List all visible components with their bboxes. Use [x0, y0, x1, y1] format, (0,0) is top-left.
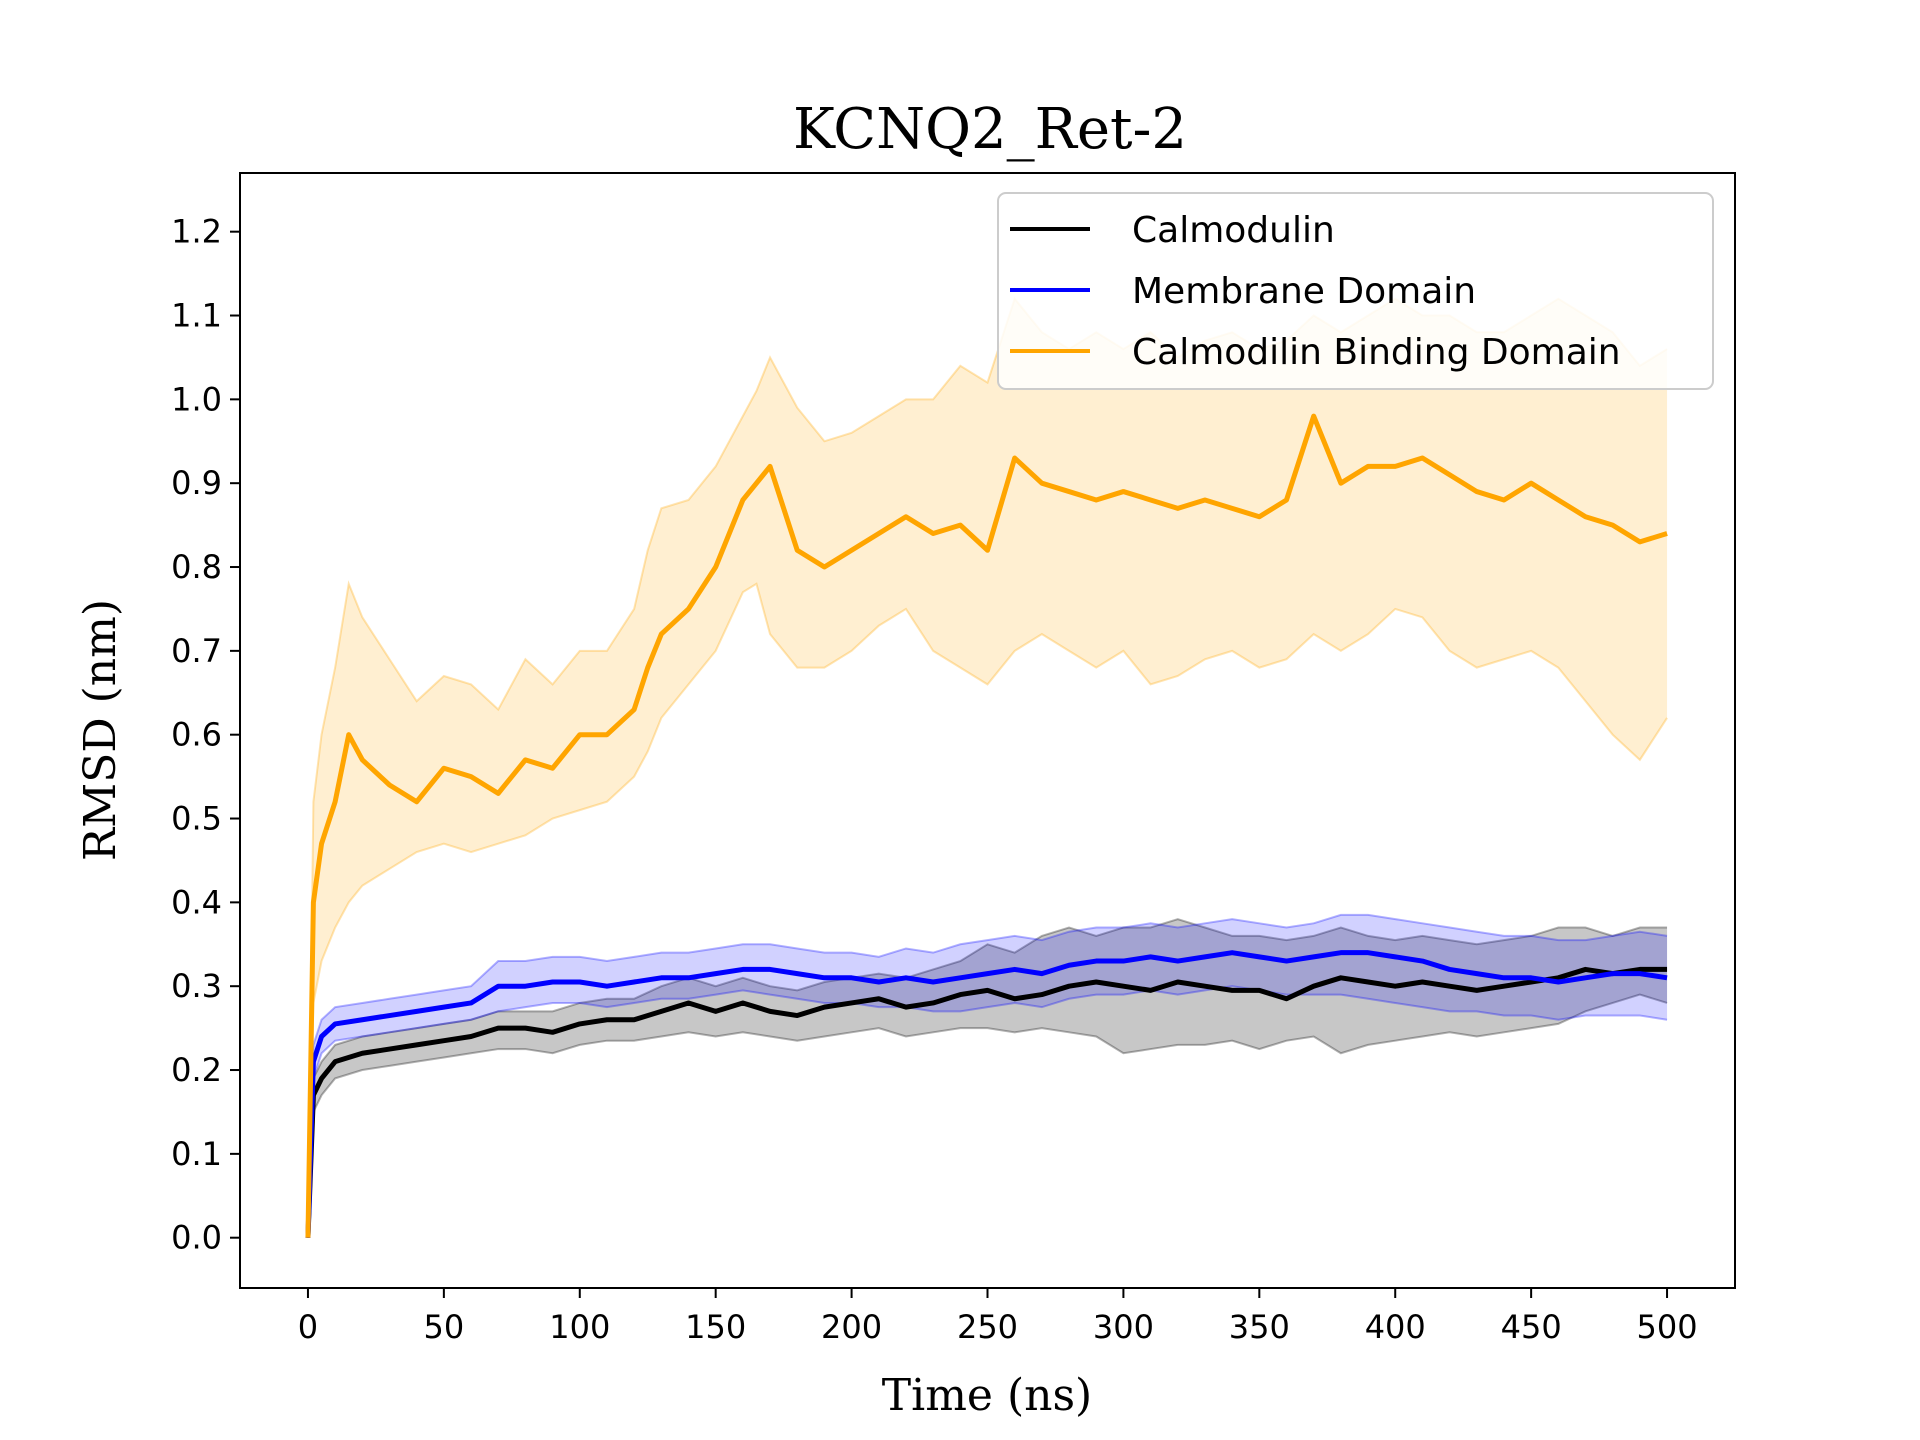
band-upper-membrane-domain [306, 913, 1668, 1238]
y-tick-label: 0.6 [171, 716, 222, 754]
x-tick-label: 50 [424, 1308, 465, 1346]
legend-box [997, 192, 1714, 390]
legend: Calmodulin Membrane Domain Calmodilin Bi… [997, 192, 1714, 390]
y-tick-label: 0.1 [171, 1135, 222, 1173]
band-upper-calmodulin [306, 918, 1668, 1238]
series-line-calmodilin-binding-domain [305, 413, 1668, 1238]
band-calmodulin [307, 919, 1668, 1238]
x-axis-label: Time (ns) [882, 1370, 1092, 1421]
x-axis-ticks: 0 50 100 150 200 250 300 350 400 450 500 [298, 1288, 1698, 1346]
y-tick-label: 1.0 [171, 380, 222, 418]
legend-label-calmodilin-binding-domain: Calmodilin Binding Domain [1132, 332, 1621, 373]
legend-label-calmodulin: Calmodulin [1132, 210, 1335, 251]
y-tick-label: 0.0 [171, 1219, 222, 1257]
series-lines [305, 413, 1668, 1238]
y-tick-label: 0.5 [171, 800, 222, 838]
x-tick-label: 350 [1229, 1308, 1290, 1346]
band-calmodilin-binding-domain [307, 298, 1668, 1238]
x-tick-label: 250 [957, 1308, 1018, 1346]
x-tick-label: 400 [1365, 1308, 1426, 1346]
x-tick-label: 200 [821, 1308, 882, 1346]
band-lower-calmodulin [306, 993, 1668, 1238]
y-tick-label: 0.3 [171, 967, 222, 1005]
x-tick-label: 0 [298, 1308, 318, 1346]
y-tick-label: 0.7 [171, 632, 222, 670]
y-tick-label: 0.4 [171, 883, 222, 921]
legend-label-membrane-domain: Membrane Domain [1132, 271, 1476, 312]
band-lower-calmodilin-binding-domain [306, 582, 1668, 1238]
uncertainty-bands [306, 296, 1668, 1238]
y-axis-label: RMSD (nm) [75, 599, 126, 861]
series-line-calmodulin [305, 966, 1668, 1238]
y-tick-label: 1.2 [171, 213, 222, 251]
y-tick-label: 1.1 [171, 297, 222, 335]
x-tick-label: 100 [549, 1308, 610, 1346]
plot-area [305, 296, 1668, 1238]
x-tick-label: 450 [1501, 1308, 1562, 1346]
y-tick-label: 0.8 [171, 548, 222, 586]
series-line-membrane-domain [305, 950, 1668, 1238]
x-tick-label: 300 [1093, 1308, 1154, 1346]
band-lower-membrane-domain [306, 985, 1668, 1238]
x-tick-label: 150 [685, 1308, 746, 1346]
y-tick-label: 0.2 [171, 1051, 222, 1089]
y-axis-ticks: 0.0 0.1 0.2 0.3 0.4 0.5 0.6 0.7 0.8 0.9 1.0 1.1 1.2 [171, 213, 240, 1257]
chart-title: KCNQ2_Ret-2 [793, 97, 1187, 162]
band-membrane-domain [307, 914, 1668, 1238]
x-tick-label: 500 [1637, 1308, 1698, 1346]
y-tick-label: 0.9 [171, 464, 222, 502]
